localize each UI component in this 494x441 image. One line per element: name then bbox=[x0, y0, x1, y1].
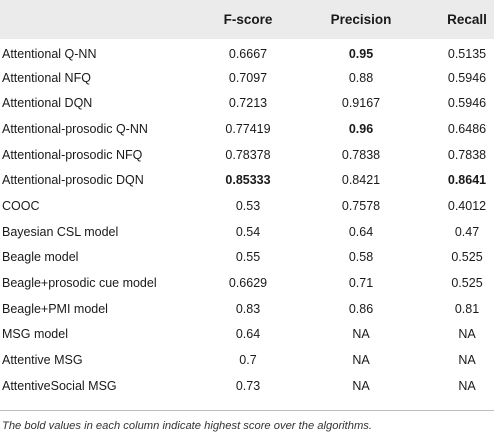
cell-recall: 0.525 bbox=[451, 250, 483, 265]
table-row: Attentive MSG 0.7 NA NA bbox=[0, 347, 494, 373]
table-header: F-score Precision Recall bbox=[0, 0, 494, 39]
table-row: Attentional-prosodic NFQ 0.78378 0.7838 0.7… bbox=[0, 142, 494, 168]
cell-fscore: 0.7213 bbox=[228, 96, 268, 111]
cell-precision: NA bbox=[352, 327, 370, 342]
cell-model-name: COOC bbox=[2, 198, 40, 213]
cell-fscore: 0.54 bbox=[235, 224, 261, 239]
cell-fscore: 0.6629 bbox=[228, 276, 268, 291]
table-bottom-rule bbox=[0, 410, 494, 411]
cell-model-name: Bayesian CSL model bbox=[2, 224, 119, 239]
cell-recall: 0.4012 bbox=[447, 198, 487, 213]
table-row: Bayesian CSL model 0.54 0.64 0.47 bbox=[0, 219, 494, 245]
cell-model-name: Beagle+PMI model bbox=[2, 301, 108, 316]
cell-precision: NA bbox=[352, 378, 370, 393]
results-table: F-score Precision Recall Attentional Q-N… bbox=[0, 0, 494, 399]
table-body: Attentional Q-NN 0.6667 0.95 0.5135 Attentio… bbox=[0, 39, 494, 399]
cell-precision: 0.9167 bbox=[341, 96, 381, 111]
table-row: Beagle+prosodic cue model 0.6629 0.71 0.525 bbox=[0, 270, 494, 296]
cell-model-name: Attentional-prosodic NFQ bbox=[2, 147, 143, 162]
cell-model-name: Attentional-prosodic Q-NN bbox=[2, 121, 148, 136]
cell-fscore: 0.7097 bbox=[228, 70, 268, 85]
table-row: Attentional NFQ 0.7097 0.88 0.5946 bbox=[0, 65, 494, 91]
table-row: Attentional-prosodic Q-NN 0.77419 0.96 0.64… bbox=[0, 116, 494, 142]
cell-model-name: Attentional-prosodic DQN bbox=[2, 173, 144, 188]
table-row: Attentional DQN 0.7213 0.9167 0.5946 bbox=[0, 90, 494, 116]
cell-fscore: 0.7 bbox=[239, 353, 257, 368]
cell-recall: 0.525 bbox=[451, 276, 483, 291]
cell-precision: 0.58 bbox=[348, 250, 374, 265]
table-row: Attentional Q-NN 0.6667 0.95 0.5135 bbox=[0, 39, 494, 65]
cell-recall: NA bbox=[458, 327, 476, 342]
cell-precision: 0.71 bbox=[348, 276, 374, 291]
cell-model-name: Attentional NFQ bbox=[2, 70, 91, 85]
cell-model-name: Attentional DQN bbox=[2, 96, 93, 111]
cell-precision: 0.95 bbox=[348, 46, 374, 61]
cell-recall: 0.5135 bbox=[447, 46, 487, 61]
cell-precision: 0.96 bbox=[348, 121, 374, 136]
cell-fscore: 0.77419 bbox=[225, 121, 271, 136]
table-row: COOC 0.53 0.7578 0.4012 bbox=[0, 193, 494, 219]
cell-recall: NA bbox=[458, 353, 476, 368]
cell-recall: 0.81 bbox=[454, 301, 480, 316]
table-row: Attentional-prosodic DQN 0.85333 0.8421 0.8… bbox=[0, 167, 494, 193]
cell-fscore: 0.78378 bbox=[225, 147, 271, 162]
header-fscore: F-score bbox=[223, 12, 273, 27]
cell-recall: 0.6486 bbox=[447, 121, 487, 136]
header-precision: Precision bbox=[330, 12, 392, 27]
results-table-container: F-score Precision Recall Attentional Q-N… bbox=[0, 0, 494, 399]
cell-precision: NA bbox=[352, 353, 370, 368]
cell-model-name: AttentiveSocial MSG bbox=[2, 378, 117, 393]
cell-fscore: 0.83 bbox=[235, 301, 261, 316]
cell-model-name: MSG model bbox=[2, 327, 68, 342]
table-row: Beagle+PMI model 0.83 0.86 0.81 bbox=[0, 296, 494, 322]
cell-recall: 0.5946 bbox=[447, 70, 487, 85]
header-recall: Recall bbox=[447, 12, 487, 27]
cell-fscore: 0.85333 bbox=[225, 173, 271, 188]
cell-recall: 0.5946 bbox=[447, 96, 487, 111]
table-footnote: The bold values in each column indicate … bbox=[2, 420, 373, 432]
cell-precision: 0.88 bbox=[348, 70, 374, 85]
cell-precision: 0.64 bbox=[348, 224, 374, 239]
table-row: MSG model 0.64 NA NA bbox=[0, 322, 494, 348]
cell-precision: 0.8421 bbox=[341, 173, 381, 188]
cell-fscore: 0.73 bbox=[235, 378, 261, 393]
cell-fscore: 0.64 bbox=[235, 327, 261, 342]
cell-recall: 0.47 bbox=[454, 224, 480, 239]
cell-precision: 0.7838 bbox=[341, 147, 381, 162]
cell-model-name: Attentive MSG bbox=[2, 353, 83, 368]
table-row: Beagle model 0.55 0.58 0.525 bbox=[0, 245, 494, 271]
cell-fscore: 0.55 bbox=[235, 250, 261, 265]
cell-model-name: Beagle+prosodic cue model bbox=[2, 276, 157, 291]
cell-recall: NA bbox=[458, 378, 476, 393]
cell-model-name: Beagle model bbox=[2, 250, 79, 265]
cell-fscore: 0.6667 bbox=[228, 46, 268, 61]
table-row: AttentiveSocial MSG 0.73 NA NA bbox=[0, 373, 494, 399]
header-row: F-score Precision Recall bbox=[0, 0, 494, 39]
cell-precision: 0.7578 bbox=[341, 198, 381, 213]
cell-recall: 0.7838 bbox=[447, 147, 487, 162]
cell-precision: 0.86 bbox=[348, 301, 374, 316]
cell-recall: 0.8641 bbox=[447, 173, 487, 188]
cell-model-name: Attentional Q-NN bbox=[2, 46, 97, 61]
cell-fscore: 0.53 bbox=[235, 198, 261, 213]
header-model bbox=[0, 0, 196, 39]
